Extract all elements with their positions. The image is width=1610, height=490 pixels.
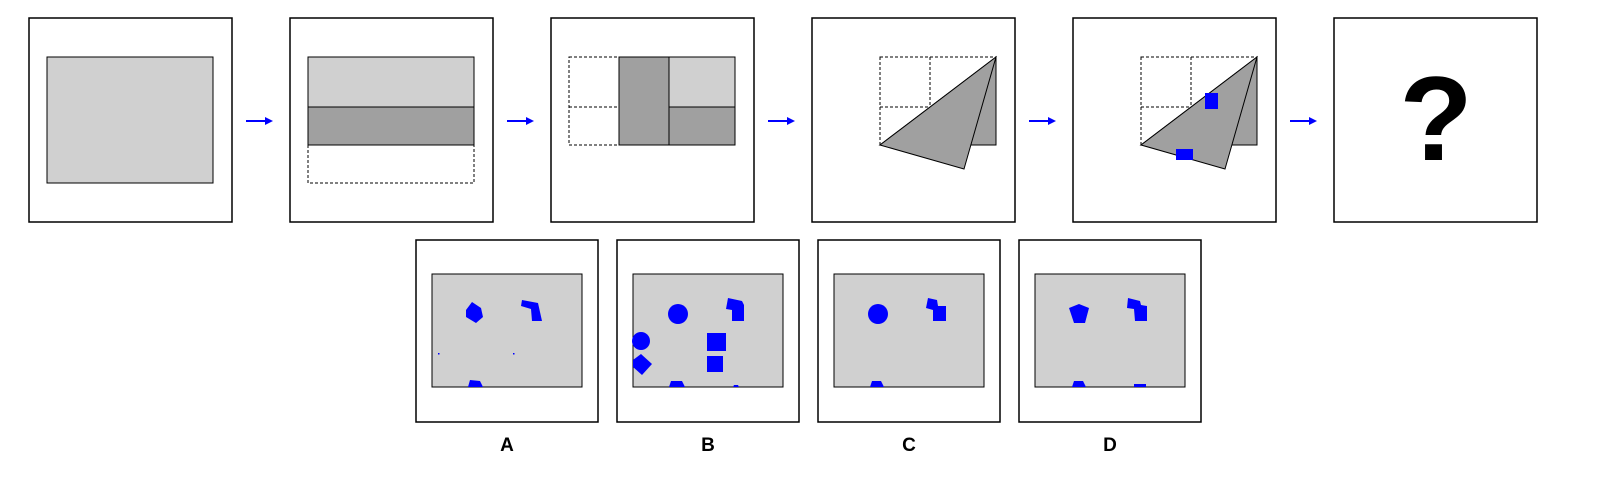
folded-flap	[618, 56, 670, 146]
hole-partial	[1072, 381, 1086, 387]
step-3-panel	[550, 17, 755, 223]
hole-square	[707, 356, 723, 372]
hole-pentagon	[1069, 304, 1089, 323]
hole-circle	[868, 304, 888, 324]
hole-square	[521, 300, 542, 321]
option-a-label: A	[500, 435, 514, 456]
option-d-label: D	[1103, 435, 1117, 456]
option-a[interactable]: A	[415, 239, 599, 456]
step-5-panel	[1072, 17, 1277, 223]
paper-single-layer	[307, 56, 475, 108]
hole-square	[926, 298, 946, 321]
step-4-panel	[811, 17, 1016, 223]
hole-square	[707, 333, 726, 351]
question-panel: ?	[1333, 17, 1538, 223]
hole-partial	[669, 381, 685, 387]
hole-partial	[468, 380, 483, 387]
hole-partial	[870, 381, 884, 387]
paper-double-layer	[668, 106, 736, 146]
folded-flap	[307, 106, 475, 146]
hole-partial	[733, 385, 739, 387]
paper-sheet	[46, 56, 214, 184]
hole-circle	[668, 304, 688, 324]
option-c-label: C	[902, 435, 916, 456]
hole-dot	[513, 353, 515, 355]
option-b[interactable]: B	[616, 239, 800, 456]
folded-away-region	[568, 56, 620, 146]
hole-diamond	[633, 354, 652, 375]
punched-hole-square	[1176, 149, 1193, 160]
question-frame	[1333, 17, 1538, 223]
folded-flap	[878, 55, 997, 170]
step-1-panel	[28, 17, 233, 223]
hole-partial	[1134, 384, 1146, 387]
paper-single-layer	[668, 56, 736, 108]
step-2-panel	[289, 17, 494, 223]
option-b-label: B	[701, 435, 715, 456]
unfolded-paper	[833, 273, 985, 388]
hole-square	[1127, 298, 1147, 321]
option-d[interactable]: D	[1018, 239, 1202, 456]
question-mark: ?	[1399, 52, 1472, 186]
unfolded-paper	[431, 273, 583, 388]
option-c[interactable]: C	[817, 239, 1001, 456]
unfolded-paper	[1034, 273, 1186, 388]
hole-square	[726, 298, 744, 321]
hole-dot	[438, 353, 440, 355]
punched-hole-square	[1205, 93, 1218, 109]
hole-circle	[632, 332, 650, 350]
hole-circle	[466, 302, 483, 323]
